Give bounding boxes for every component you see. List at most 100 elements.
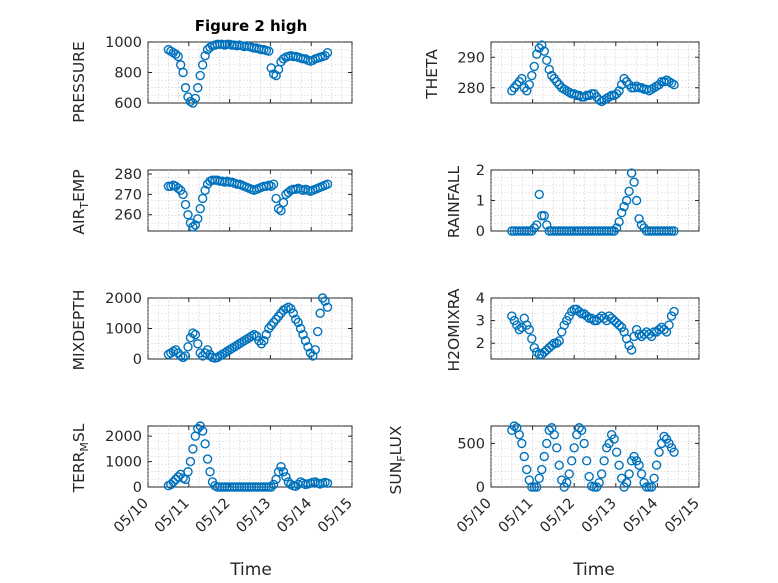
data-point xyxy=(616,322,627,333)
data-point xyxy=(579,438,589,449)
data-point xyxy=(584,471,594,482)
data-point xyxy=(188,222,198,232)
y-tick-label: 2000 xyxy=(105,429,142,445)
data-point xyxy=(552,76,562,87)
data-point xyxy=(310,345,320,355)
y-tick-label: 1000 xyxy=(105,322,142,338)
data-point xyxy=(539,451,549,462)
y-axis-label-air-temp: AIRTEMP xyxy=(70,169,91,234)
data-point xyxy=(322,302,333,312)
data-point xyxy=(183,210,193,220)
data-point xyxy=(197,426,208,436)
data-point xyxy=(567,456,577,466)
data-point xyxy=(320,51,330,61)
data-point xyxy=(217,349,227,360)
data-point xyxy=(586,89,597,99)
data-point xyxy=(576,309,587,319)
panel-theta: 280 290 xyxy=(457,40,700,107)
data-point xyxy=(193,214,203,224)
data-point xyxy=(619,201,629,212)
data-point xyxy=(596,469,607,479)
data-point xyxy=(200,439,210,449)
data-point xyxy=(611,223,622,233)
data-point xyxy=(507,86,517,96)
data-point xyxy=(621,76,632,87)
data-point xyxy=(666,226,677,236)
data-point xyxy=(322,478,333,488)
y-axis-label-rainfall: RAINFALL xyxy=(445,165,463,238)
data-point xyxy=(519,83,529,93)
panel-pressure: 600 800 1000 xyxy=(105,35,353,112)
data-point xyxy=(529,482,539,492)
panel-rainfall: 0 1 2 xyxy=(476,163,700,240)
data-point xyxy=(197,60,208,70)
data-point xyxy=(278,467,289,477)
y-tick-label: 2 xyxy=(476,163,485,179)
data-point xyxy=(190,220,201,230)
data-point xyxy=(562,477,572,488)
data-point xyxy=(621,195,632,206)
y-axis-label-terr-msl: TERRMSL xyxy=(70,423,91,493)
data-point xyxy=(190,329,201,340)
data-point xyxy=(532,220,542,230)
y-tick-label: 260 xyxy=(114,208,142,224)
data-point xyxy=(544,64,554,75)
data-point xyxy=(636,220,647,230)
data-point xyxy=(212,352,223,363)
data-point xyxy=(589,315,599,326)
data-point xyxy=(529,61,539,72)
data-point xyxy=(168,477,178,487)
data-point xyxy=(268,179,279,189)
data-point xyxy=(251,331,262,341)
data-point xyxy=(514,430,524,440)
data-point xyxy=(509,421,519,431)
y-tick-label: 290 xyxy=(457,50,485,66)
data-point xyxy=(527,333,537,344)
y-axis-label-mixdepth: MIXDEPTH xyxy=(70,290,88,371)
x-axis-label-right: Time xyxy=(572,560,615,580)
data-point xyxy=(271,314,281,325)
data-point xyxy=(599,456,609,466)
data-point xyxy=(220,348,230,358)
data-point xyxy=(514,324,524,335)
data-point xyxy=(185,332,196,343)
data-point xyxy=(224,345,235,355)
data-point xyxy=(524,226,534,236)
data-point xyxy=(522,86,532,96)
data-point xyxy=(295,323,306,334)
data-point xyxy=(619,73,629,84)
data-point xyxy=(249,329,259,340)
data-point xyxy=(193,83,203,93)
data-point xyxy=(636,469,647,479)
data-point xyxy=(537,211,547,221)
data-point xyxy=(532,482,542,492)
data-point xyxy=(547,70,557,81)
data-point xyxy=(173,51,183,62)
data-point xyxy=(621,477,632,488)
data-point xyxy=(529,343,539,353)
data-point xyxy=(168,346,178,357)
data-point xyxy=(264,46,274,56)
panel-mixdepth: 0 1000 2000 xyxy=(105,291,353,368)
data-point xyxy=(634,460,644,470)
data-point xyxy=(542,55,552,65)
data-point xyxy=(268,317,279,328)
data-point xyxy=(669,447,679,457)
data-point xyxy=(264,323,274,334)
data-point xyxy=(512,320,522,330)
data-point xyxy=(654,447,664,457)
data-point xyxy=(200,185,210,196)
data-point xyxy=(227,343,237,354)
data-point xyxy=(539,211,549,221)
data-point xyxy=(313,326,323,337)
data-point xyxy=(519,451,529,462)
data-point xyxy=(659,431,669,442)
data-point xyxy=(178,189,188,200)
data-point xyxy=(271,70,281,81)
data-point xyxy=(215,351,225,361)
y-tick-label: 280 xyxy=(457,81,485,97)
data-point xyxy=(276,461,286,472)
data-point xyxy=(509,83,519,93)
data-point xyxy=(552,443,562,453)
data-point xyxy=(266,482,276,492)
